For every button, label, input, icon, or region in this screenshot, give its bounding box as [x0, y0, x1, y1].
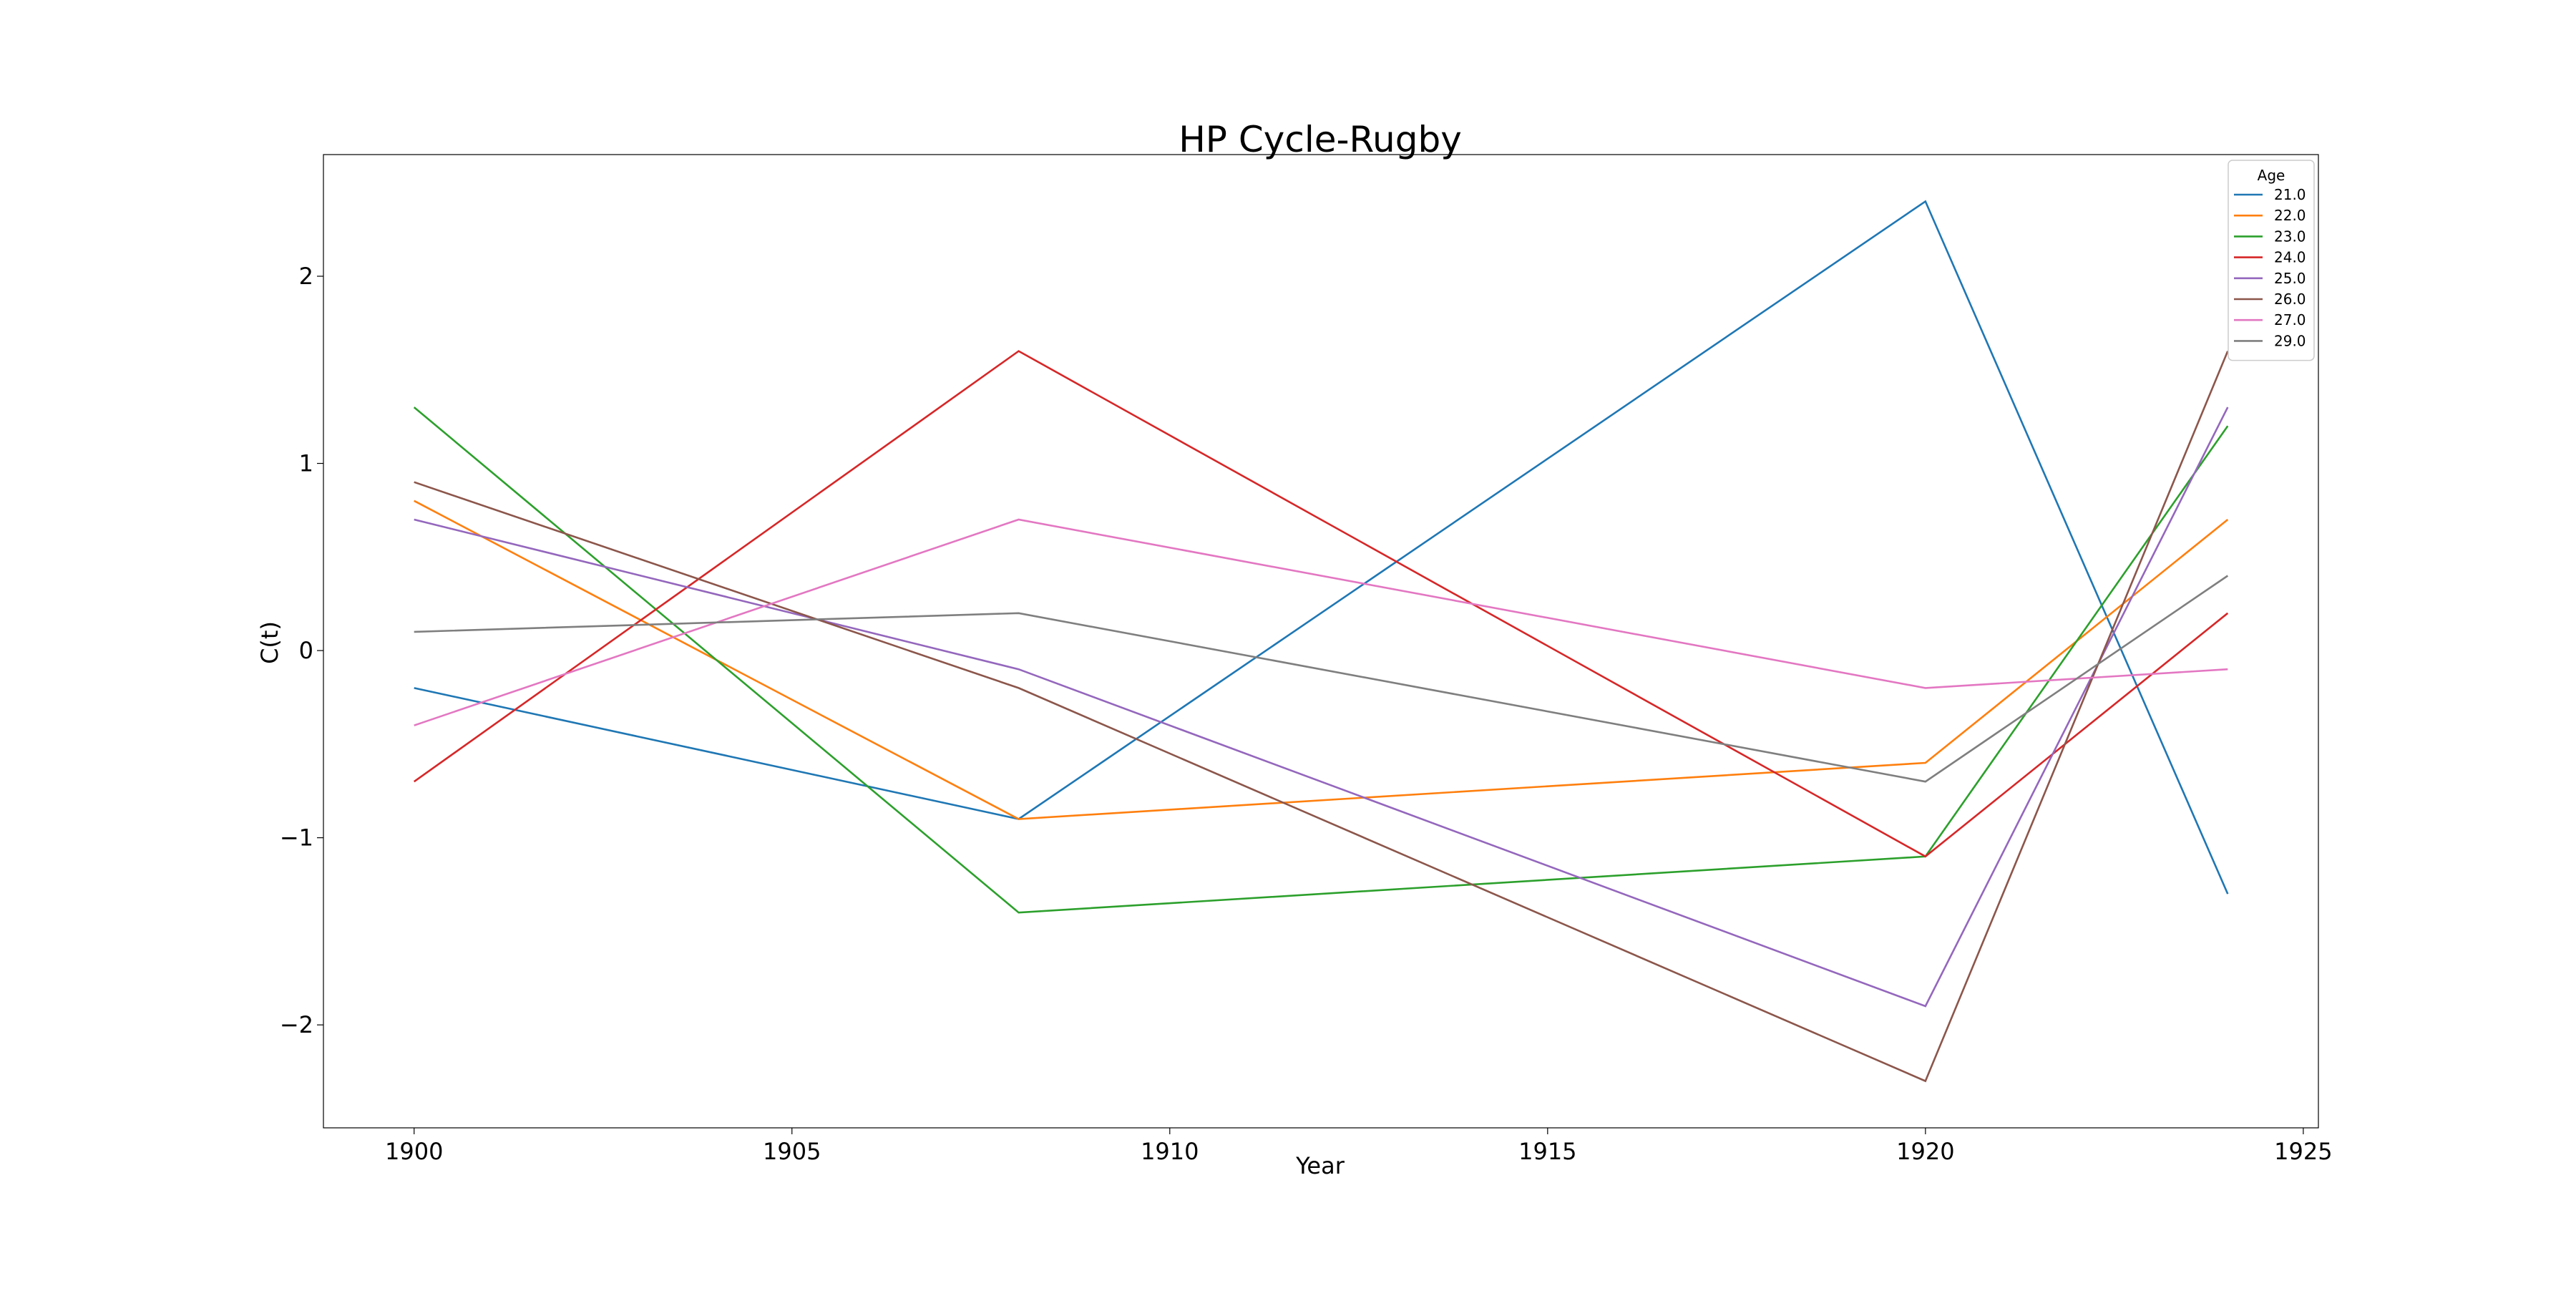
x-tick-label: 1910 — [1141, 1138, 1199, 1165]
legend-box — [2228, 160, 2315, 361]
x-tick-label: 1900 — [385, 1138, 443, 1165]
y-axis: −2 −1 0 1 2 — [280, 263, 323, 1038]
x-tick-label: 1905 — [763, 1138, 821, 1165]
legend-label: 25.0 — [2274, 270, 2306, 287]
legend-label: 26.0 — [2274, 291, 2306, 308]
series-layer — [413, 200, 2229, 1083]
series-line-29-0 — [414, 575, 2229, 783]
legend-label: 23.0 — [2274, 228, 2306, 245]
y-tick-label: 0 — [299, 637, 313, 664]
y-tick-label: −2 — [280, 1011, 313, 1038]
x-tick-label: 1915 — [1518, 1138, 1576, 1165]
plot-frame — [323, 154, 2319, 1129]
y-tick-label: −1 — [280, 824, 313, 852]
x-tick-label: 1925 — [2274, 1138, 2332, 1165]
x-tick-label: 1920 — [1896, 1138, 1954, 1165]
legend-label: 24.0 — [2274, 249, 2306, 266]
x-axis: 1900 1905 1910 1915 1920 1925 — [385, 1128, 2333, 1165]
legend-label: 21.0 — [2274, 186, 2306, 203]
legend: Age 21.0 22.0 23.0 24.0 25.0 26.0 27.0 29.0 — [2228, 160, 2315, 361]
series-line-25-0 — [414, 406, 2229, 1008]
y-axis-label: C(t) — [256, 621, 283, 664]
x-axis-label: Year — [1295, 1152, 1345, 1179]
chart-title: HP Cycle-Rugby — [1179, 119, 1462, 160]
y-tick-label: 2 — [299, 263, 313, 290]
legend-label: 27.0 — [2274, 311, 2306, 328]
legend-label: 29.0 — [2274, 332, 2306, 349]
series-line-26-0 — [414, 351, 2229, 1083]
legend-label: 22.0 — [2274, 207, 2306, 224]
legend-title: Age — [2258, 167, 2285, 184]
y-tick-label: 1 — [299, 450, 313, 477]
series-line-21-0 — [414, 200, 2229, 895]
